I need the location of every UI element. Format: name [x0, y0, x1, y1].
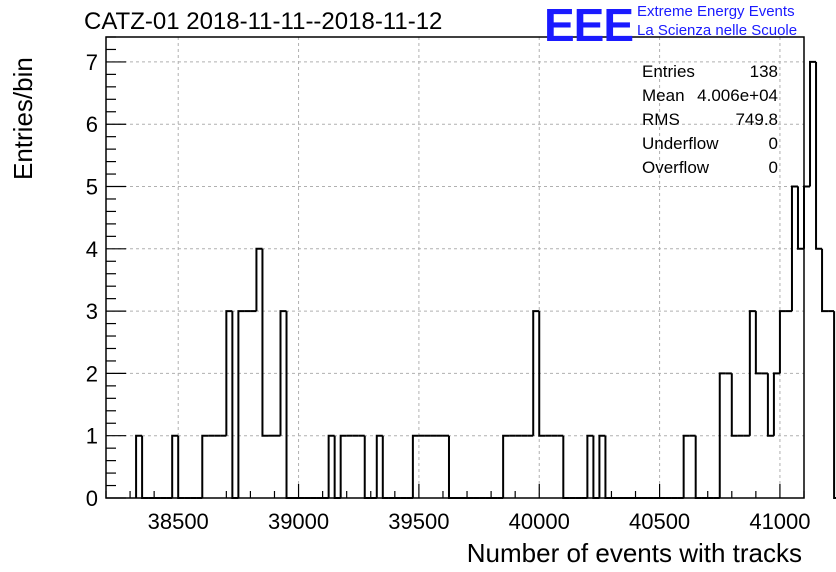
histogram-bin: [171, 434, 179, 498]
stat-value: 0: [768, 134, 778, 153]
logo-line-2: La Scienza nelle Scuole: [637, 22, 798, 39]
histogram-bin: [538, 311, 546, 437]
stat-rms: RMS 749.8: [642, 108, 778, 132]
x-tick-label: 41000: [749, 509, 810, 534]
histogram-bin: [562, 435, 570, 499]
stat-label: Entries: [642, 62, 695, 81]
stats-box: Entries 138 Mean 4.006e+04 RMS 749.8 Und…: [642, 60, 778, 180]
stat-value: 138: [749, 62, 778, 81]
histogram-bin: [327, 434, 335, 498]
axes: 38500 39000 39500 40000 40500 41000 0 1 2 3 4 5 6 7: [86, 36, 811, 534]
y-tick-label: 0: [86, 486, 98, 511]
histogram-bin: [586, 434, 594, 498]
stat-label: Underflow: [642, 134, 719, 153]
histogram-bin: [375, 434, 383, 498]
histogram-bin: [255, 247, 263, 312]
histogram-bin: [766, 373, 774, 437]
y-tick-label: 2: [86, 361, 98, 386]
histogram-bin: [261, 248, 269, 437]
y-axis-label: Entries/bin: [8, 57, 38, 180]
stat-value: 0: [768, 158, 778, 177]
histogram-bin: [411, 434, 419, 498]
histogram-bin: [502, 434, 510, 498]
histogram-bin: [201, 434, 209, 498]
histogram-bin: [237, 310, 245, 498]
histogram-bin: [447, 435, 455, 499]
y-tick-label: 4: [86, 237, 98, 262]
x-tick-label: 38500: [148, 509, 209, 534]
histogram-bin: [730, 373, 738, 437]
histogram-bin: [833, 311, 836, 499]
x-tick-label: 40000: [509, 509, 570, 534]
histogram-bin: [682, 434, 690, 498]
histogram-bin: [225, 310, 233, 436]
histogram-bars: [135, 60, 836, 499]
histogram-bin: [796, 186, 804, 250]
eee-logo: EEE: [544, 0, 634, 51]
histogram-bin: [285, 311, 293, 499]
histogram-bin: [598, 434, 606, 498]
x-tick-label: 39000: [268, 509, 329, 534]
histogram-bin: [363, 435, 371, 499]
stat-label: Overflow: [642, 158, 710, 177]
x-tick-label: 39500: [388, 509, 449, 534]
logo-line-1: Extreme Energy Events: [637, 3, 795, 20]
y-tick-label: 6: [86, 112, 98, 137]
stat-underflow: Underflow 0: [642, 132, 778, 156]
histogram-bin: [177, 435, 185, 499]
y-tick-label: 1: [86, 424, 98, 449]
stat-value: 749.8: [735, 110, 778, 129]
histogram-bin: [718, 372, 726, 498]
histogram-bin: [135, 434, 143, 498]
logo-caption: Extreme Energy Events La Scienza nelle S…: [637, 2, 797, 40]
histogram-bin: [748, 310, 756, 436]
histogram-bin: [815, 61, 823, 250]
chart-title: CATZ-01 2018-11-11--2018-11-12: [84, 8, 443, 35]
stat-value: 4.006e+04: [697, 86, 778, 105]
histogram-bin: [790, 185, 798, 312]
y-tick-label: 3: [86, 299, 98, 324]
stat-label: Mean: [642, 86, 685, 105]
stat-overflow: Overflow 0: [642, 156, 778, 180]
x-tick-label: 40500: [629, 509, 690, 534]
histogram-bin: [339, 434, 347, 498]
histogram-bin: [604, 435, 612, 499]
stat-mean: Mean 4.006e+04: [642, 84, 778, 108]
histogram-bin: [694, 435, 702, 499]
histogram-bin: [532, 310, 540, 436]
histogram-bin: [772, 372, 780, 436]
histogram-bin: [754, 311, 762, 375]
histogram-bin: [141, 435, 149, 499]
y-tick-label: 7: [86, 50, 98, 75]
plot-frame: [105, 36, 805, 499]
histogram-bin: [279, 310, 287, 436]
stat-entries: Entries 138: [642, 60, 778, 84]
stat-label: RMS: [642, 110, 680, 129]
x-axis-label: Number of events with tracks: [466, 538, 802, 568]
histogram-bin: [778, 310, 786, 374]
histogram-bin: [803, 185, 811, 249]
histogram-bin: [821, 248, 829, 313]
y-tick-label: 5: [86, 175, 98, 200]
histogram-bin: [381, 435, 389, 499]
histogram-bin: [809, 60, 817, 187]
